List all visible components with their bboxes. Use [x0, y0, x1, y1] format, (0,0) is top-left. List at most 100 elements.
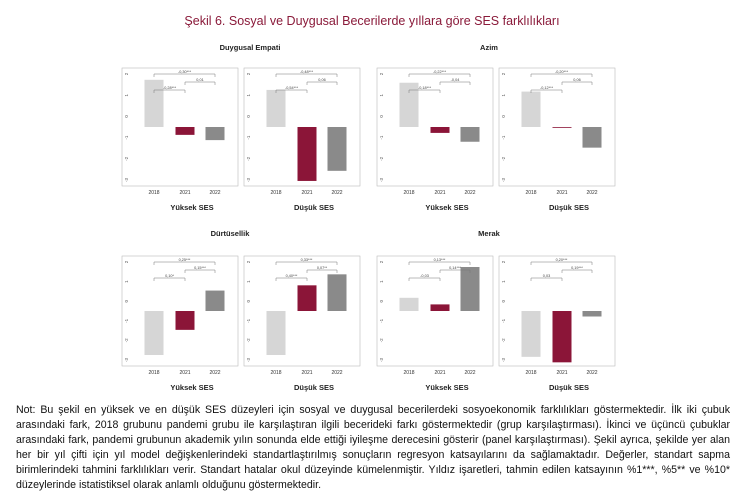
y-tick-label: -2 [246, 156, 251, 160]
significance-bracket [184, 81, 216, 85]
bar-2018 [266, 89, 286, 127]
y-tick-label: 1 [124, 280, 129, 283]
y-tick-label: -3 [246, 178, 251, 182]
bar-2021 [175, 311, 195, 330]
coefficient-label: -0,48*** [300, 70, 314, 74]
x-tick-label: 2022 [209, 190, 220, 196]
bar-2022 [205, 290, 225, 311]
skill-title: Dürtüsellik [211, 229, 251, 238]
y-tick-label: 2 [501, 72, 506, 75]
bar-2022 [582, 127, 602, 148]
significance-bracket [275, 261, 338, 265]
y-tick-label: -1 [124, 318, 129, 322]
ses-group-label: Düşük SES [294, 383, 334, 392]
bar-2021 [297, 285, 317, 311]
coefficient-label: -0,28*** [163, 86, 177, 90]
significance-bracket [408, 261, 471, 265]
y-tick-label: -1 [246, 318, 251, 322]
bar-2018 [521, 91, 541, 127]
y-tick-label: 0 [379, 299, 384, 302]
x-tick-label: 2022 [331, 190, 342, 196]
y-tick-label: -3 [246, 358, 251, 362]
significance-bracket [530, 261, 593, 265]
y-tick-label: 2 [379, 72, 384, 75]
x-tick-label: 2022 [464, 370, 475, 376]
y-tick-label: -1 [379, 135, 384, 139]
y-tick-label: -1 [501, 135, 506, 139]
coefficient-label: -0,12*** [540, 86, 554, 90]
coefficient-label: 0,19*** [571, 266, 583, 270]
y-tick-label: -2 [501, 338, 506, 342]
bar-2022 [460, 267, 480, 311]
coefficient-label: -0,54*** [285, 86, 299, 90]
significance-bracket [275, 89, 308, 93]
y-tick-label: -1 [501, 318, 506, 322]
coefficient-label: 0,03 [543, 274, 550, 278]
y-tick-label: 2 [379, 260, 384, 263]
significance-bracket [408, 73, 471, 77]
x-tick-label: 2022 [586, 190, 597, 196]
significance-bracket [306, 81, 338, 85]
y-tick-label: -3 [124, 178, 129, 182]
x-tick-label: 2021 [179, 370, 190, 376]
x-tick-label: 2021 [301, 190, 312, 196]
y-tick-label: 0 [124, 299, 129, 302]
y-tick-label: 1 [246, 93, 251, 96]
coefficient-label: 0,15*** [194, 266, 206, 270]
significance-bracket [153, 261, 216, 265]
y-tick-label: 1 [379, 93, 384, 96]
bar-2021 [430, 304, 450, 311]
coefficient-label: 0,14*** [449, 266, 461, 270]
y-tick-label: -1 [124, 135, 129, 139]
significance-bracket [275, 73, 338, 77]
panel-frame [376, 255, 494, 367]
y-tick-label: 0 [246, 115, 251, 118]
x-tick-label: 2018 [148, 190, 159, 196]
y-tick-label: 0 [501, 115, 506, 118]
significance-bracket [275, 277, 308, 281]
significance-bracket [439, 269, 471, 273]
panel-frame [498, 255, 616, 367]
panel-frame [243, 255, 361, 367]
coefficient-label: 0,06 [318, 78, 325, 82]
bar-2021 [175, 127, 195, 135]
y-tick-label: -2 [246, 338, 251, 342]
y-tick-label: -2 [501, 156, 506, 160]
x-tick-label: 2018 [525, 190, 536, 196]
significance-bracket [530, 277, 563, 281]
bar-2021 [430, 127, 450, 133]
skill-title: Duygusal Empati [220, 43, 281, 52]
y-tick-label: -1 [379, 318, 384, 322]
y-tick-label: -2 [124, 338, 129, 342]
y-tick-label: 0 [379, 115, 384, 118]
bar-2018 [399, 82, 419, 127]
panel-frame [498, 67, 616, 187]
x-tick-label: 2022 [331, 370, 342, 376]
bar-2022 [205, 127, 225, 141]
ses-group-label: Düşük SES [294, 203, 334, 212]
ses-group-label: Yüksek SES [170, 203, 213, 212]
x-tick-label: 2021 [434, 370, 445, 376]
x-tick-label: 2021 [301, 370, 312, 376]
significance-bracket [561, 81, 593, 85]
ses-group-label: Yüksek SES [425, 383, 468, 392]
y-tick-label: -3 [501, 178, 506, 182]
skill-title: Azim [480, 43, 498, 52]
y-tick-label: 2 [246, 72, 251, 75]
y-tick-label: 1 [379, 280, 384, 283]
x-tick-label: 2021 [179, 190, 190, 196]
significance-bracket [306, 269, 338, 273]
bar-2018 [399, 297, 419, 311]
y-tick-label: -3 [379, 178, 384, 182]
coefficient-label: -0,03 [420, 274, 429, 278]
bar-2018 [521, 311, 541, 357]
y-tick-label: 2 [124, 72, 129, 75]
figure-note: Not: Bu şekil en yüksek ve en düşük SES … [16, 404, 730, 491]
coefficient-label: 0,25*** [179, 258, 191, 262]
significance-bracket [184, 269, 216, 273]
bar-2021 [297, 127, 317, 181]
coefficient-label: 0,13*** [434, 258, 446, 262]
y-tick-label: 2 [246, 260, 251, 263]
significance-bracket [408, 89, 441, 93]
y-tick-label: -1 [246, 135, 251, 139]
